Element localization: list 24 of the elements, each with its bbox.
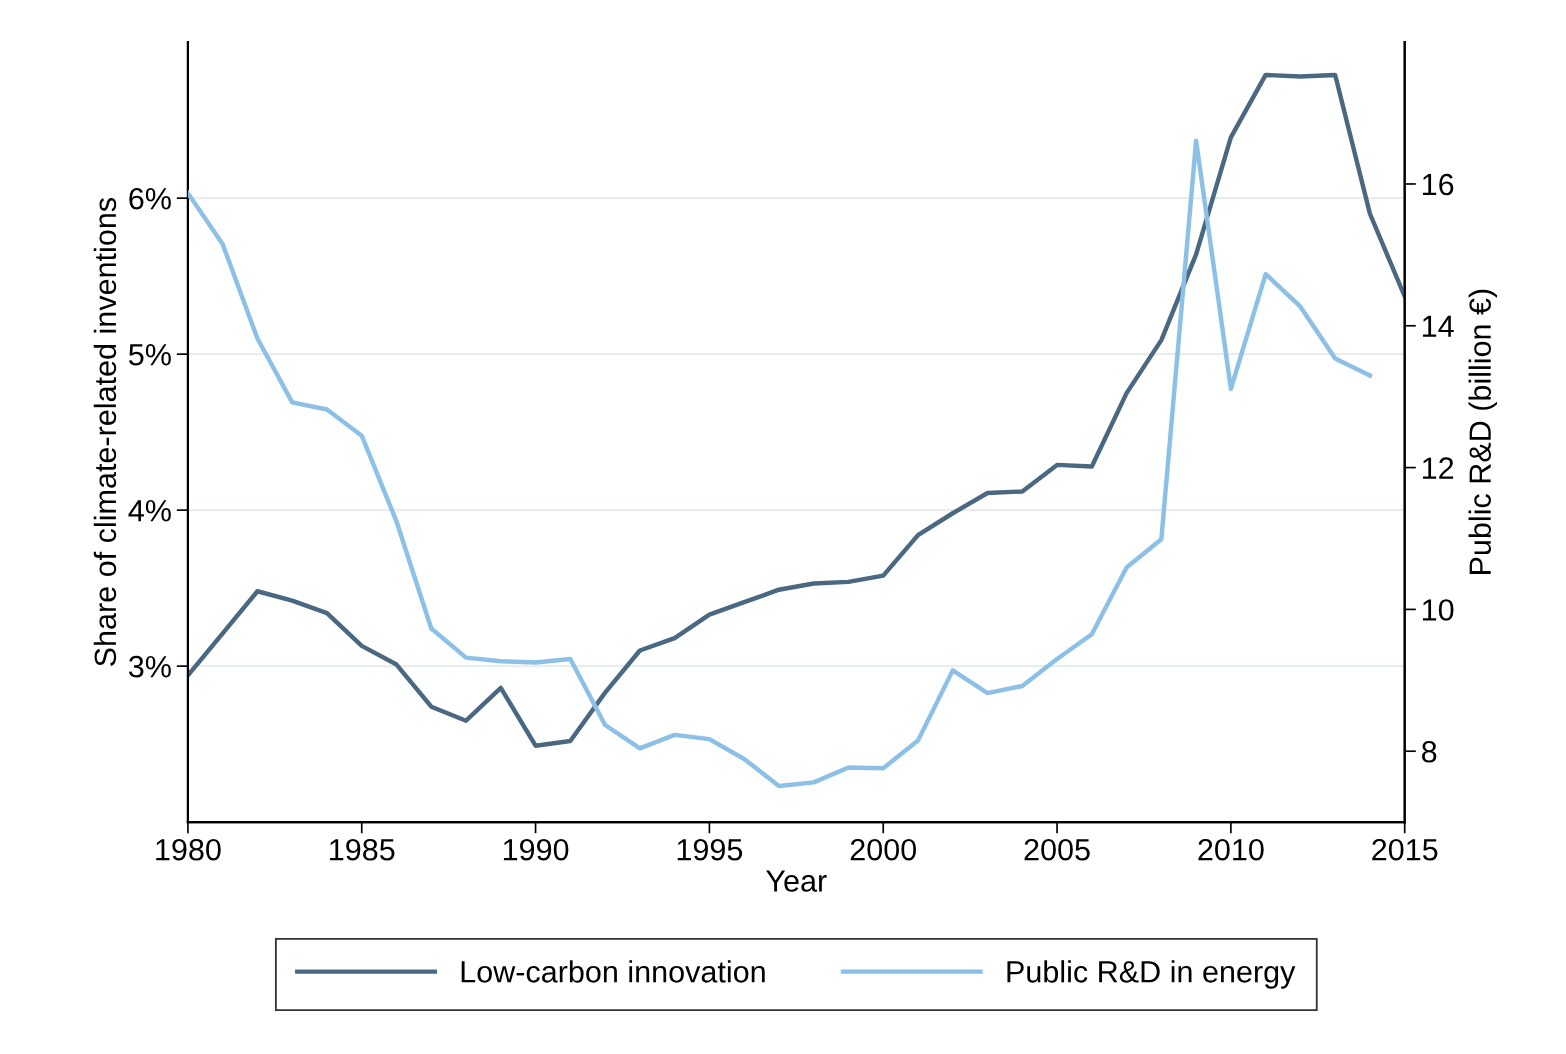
line-series — [187, 138, 1373, 789]
x-tick-label: 2005 — [1024, 838, 1090, 861]
y-tick-label: 4% — [128, 500, 171, 522]
legend-label: Public R&D in energy — [1007, 960, 1296, 989]
y-axis-title: Share of climate-related inventions — [93, 198, 117, 666]
x-tick-label: 1980 — [156, 838, 221, 861]
y2-tick-label: 12 — [1423, 457, 1454, 479]
x-tick-label: 2010 — [1198, 838, 1264, 861]
y2-tick-label: 8 — [1422, 740, 1437, 763]
x-tick-label: 2000 — [850, 838, 917, 861]
y2-tick-label: 14 — [1423, 315, 1454, 337]
y2-tick-label: 16 — [1423, 173, 1454, 196]
x-tick-label: 1990 — [503, 838, 569, 861]
y2-tick-label: 10 — [1423, 599, 1454, 621]
y-tick-label: 3% — [128, 655, 171, 678]
y-tick-label: 5% — [129, 344, 171, 366]
x-tick-label: 2015 — [1372, 838, 1438, 861]
x-axis-title: Year — [766, 870, 827, 892]
y2-axis-title: Public R&D (billion €) — [1468, 289, 1498, 574]
line-series — [187, 72, 1405, 748]
x-tick-label: 1985 — [330, 838, 395, 861]
y-tick-label: 6% — [129, 187, 171, 210]
x-tick-label: 1995 — [677, 838, 743, 861]
legend-label: Low-carbon innovation — [461, 960, 765, 983]
